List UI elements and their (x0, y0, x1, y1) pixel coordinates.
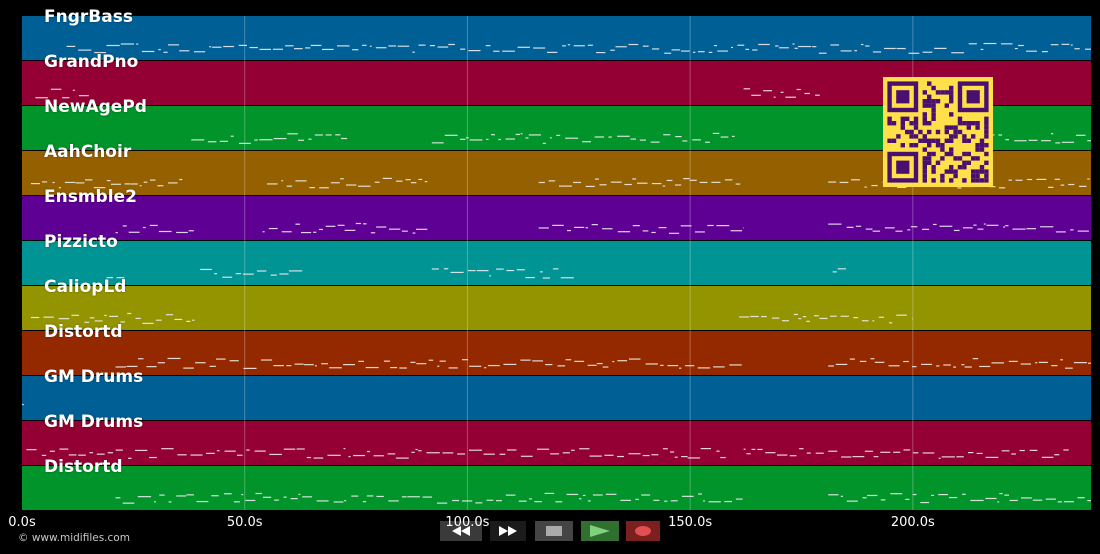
rewind-icon (452, 526, 470, 536)
record-icon (635, 526, 651, 536)
track-name: NewAgePd (44, 97, 147, 117)
track-name: Distortd (44, 457, 123, 477)
track-lane (22, 241, 1091, 285)
track-name: Ensmble2 (44, 187, 137, 207)
time-tick-label: 0.0s (8, 515, 36, 530)
track-name: FngrBass (44, 7, 133, 27)
track-lane (22, 286, 1091, 330)
track-name: GM Drums (44, 412, 144, 432)
track-lane (22, 16, 1091, 60)
track-lane (22, 376, 1091, 420)
fast-forward-icon (499, 526, 517, 536)
record-button[interactable] (625, 520, 661, 542)
qr-code-image (883, 77, 993, 187)
fast-forward-button[interactable] (489, 520, 527, 542)
credit-text: © www.midifiles.com (18, 532, 130, 544)
track-lane (22, 421, 1091, 465)
stop-icon (546, 526, 562, 536)
play-icon (590, 525, 610, 537)
track-name: Distortd (44, 322, 123, 342)
stop-button[interactable] (534, 520, 574, 542)
track-name: GM Drums (44, 367, 144, 387)
time-tick-label: 150.0s (668, 515, 713, 530)
play-button[interactable] (580, 520, 620, 542)
track-lane (22, 466, 1091, 510)
track-name: GrandPno (44, 52, 139, 72)
track-lane (22, 196, 1091, 240)
track-name: CaliopLd (44, 277, 127, 297)
track-name: Pizzicto (44, 232, 118, 252)
track-name: AahChoir (44, 142, 132, 162)
rewind-button[interactable] (439, 520, 483, 542)
time-tick-label: 200.0s (890, 515, 935, 530)
time-tick-label: 50.0s (226, 515, 263, 530)
time-tick-label: 100.0s (445, 515, 490, 530)
track-lane (22, 331, 1091, 375)
